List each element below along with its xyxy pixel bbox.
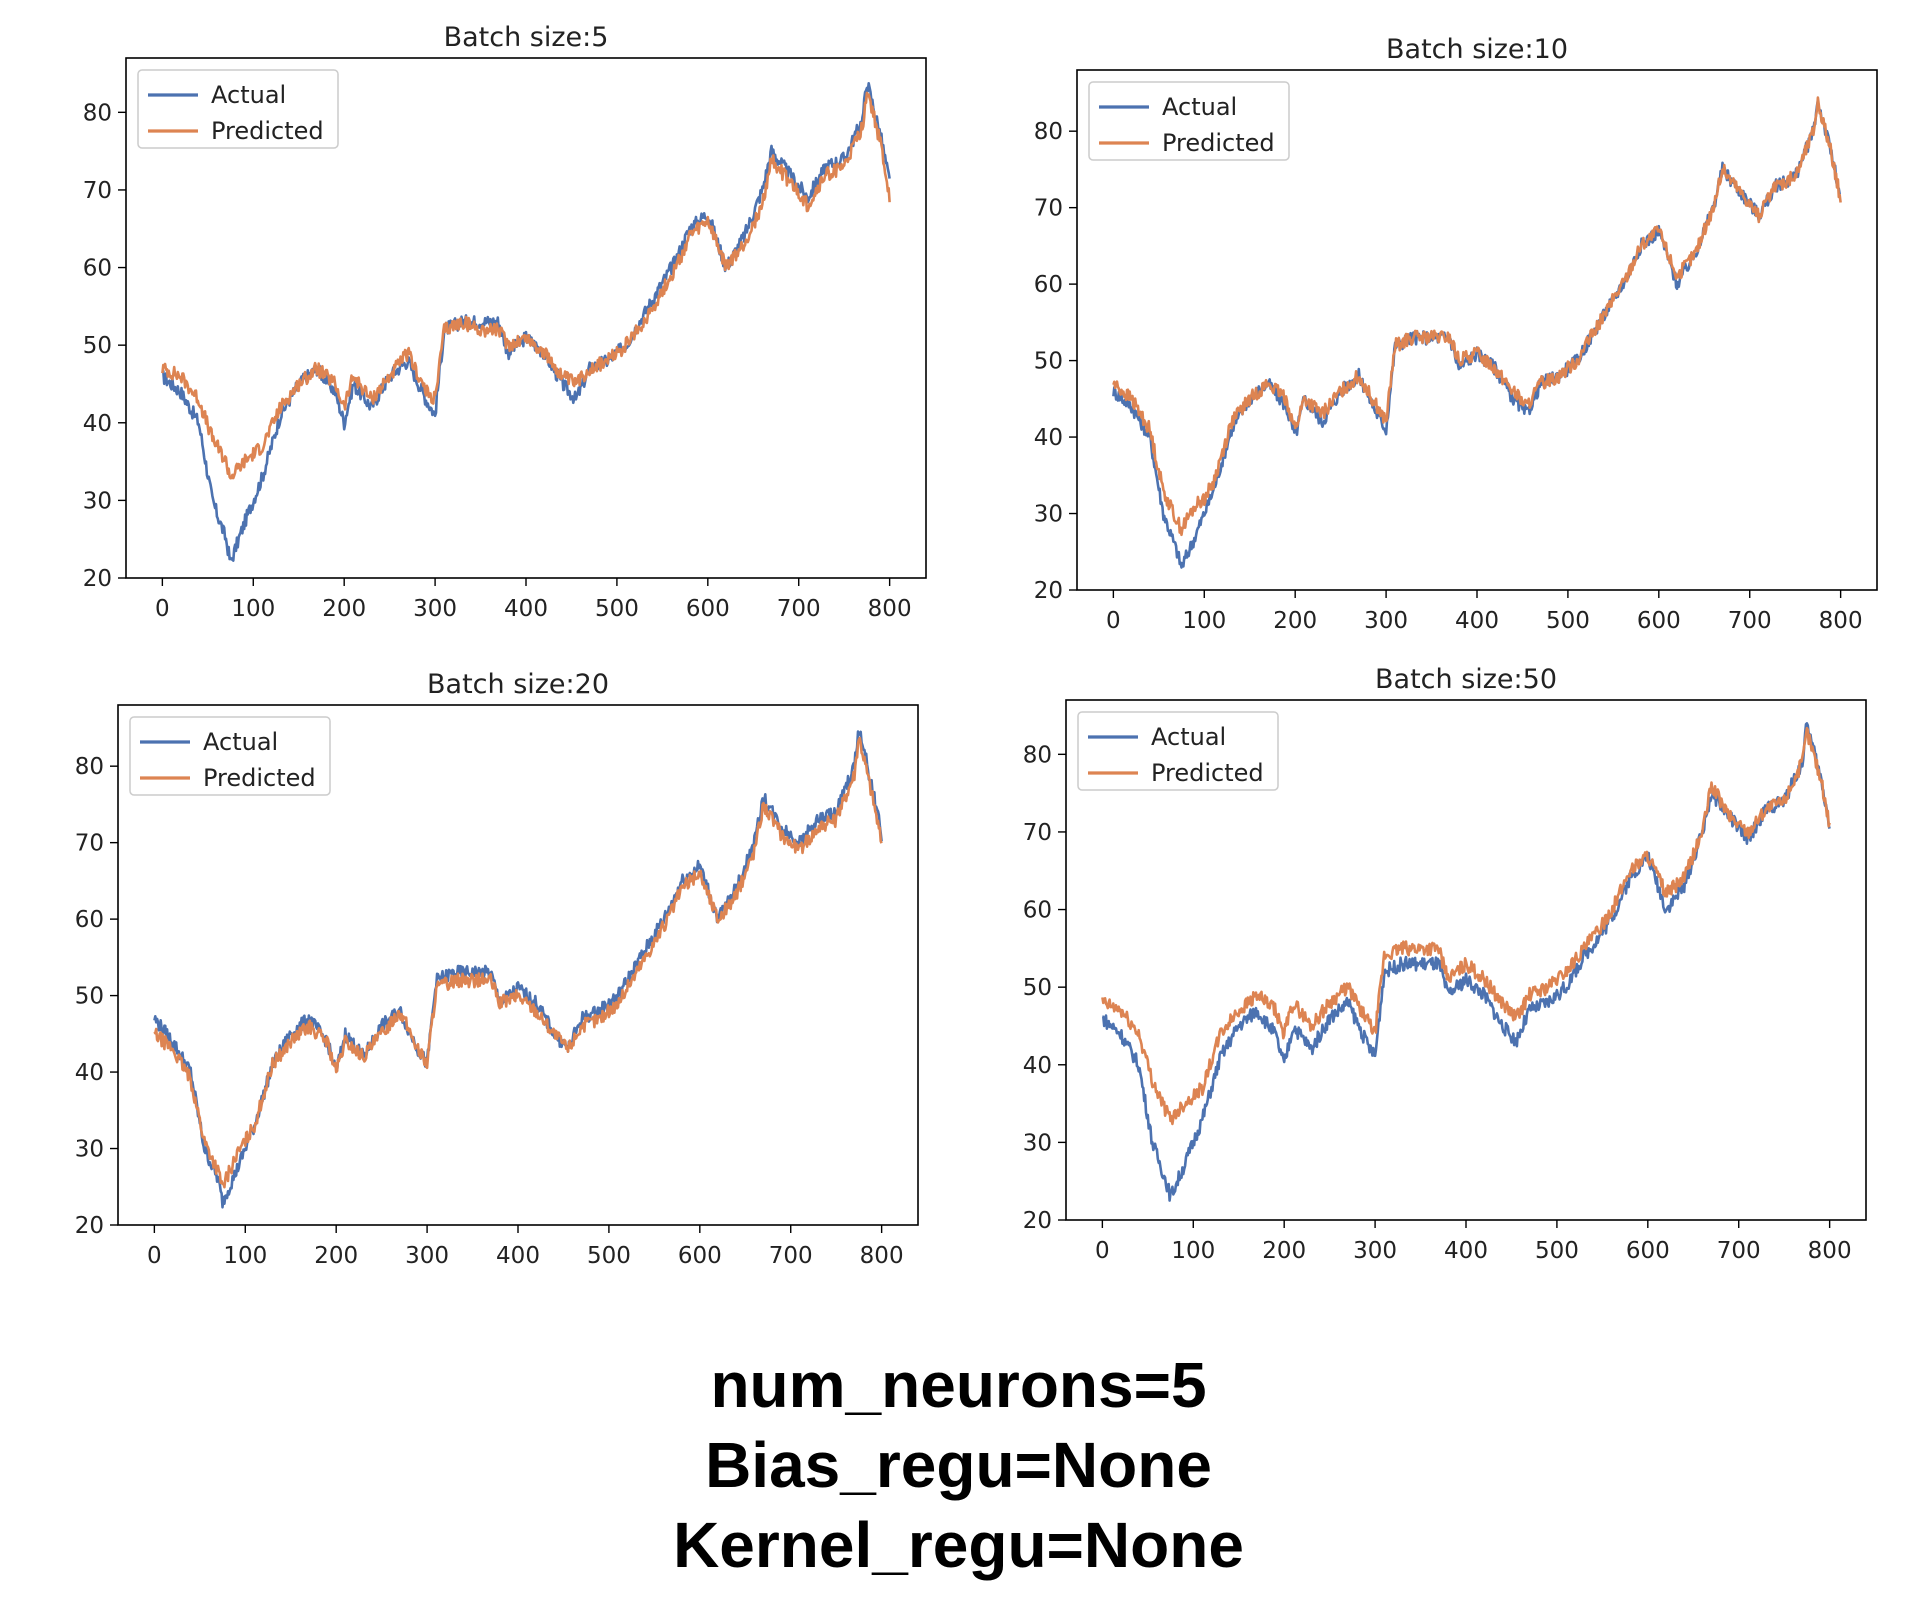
y-tick-label: 30 (1034, 502, 1063, 528)
y-tick-label: 30 (75, 1137, 104, 1163)
x-tick-label: 500 (1546, 608, 1590, 634)
y-tick-label: 60 (75, 907, 104, 933)
x-tick-label: 800 (1819, 608, 1863, 634)
chart-panel-3: Batch size:20 0 100 200 300 400 500 600 700 800 20… (75, 669, 919, 1269)
caption-line-bias: Bias_regu=None (705, 1429, 1212, 1501)
y-tick-label: 60 (1023, 898, 1052, 924)
x-tick-label: 200 (1273, 608, 1317, 634)
y-tick-label: 20 (83, 566, 112, 592)
y-tick-label: 70 (83, 178, 112, 204)
x-tick-label: 600 (678, 1243, 722, 1269)
x-tick-label: 500 (1535, 1238, 1579, 1264)
chart-title: Batch size:20 (427, 669, 609, 700)
x-tick-label: 600 (1637, 608, 1681, 634)
x-tick-label: 200 (1262, 1238, 1306, 1264)
x-tick-label: 100 (231, 596, 275, 622)
y-tick-label: 40 (1034, 425, 1063, 451)
x-tick-label: 300 (1364, 608, 1408, 634)
legend-box (1088, 81, 1290, 161)
chart-panel-2: Batch size:10 0 100 200 300 400 500 600 700 800 20… (1034, 34, 1878, 634)
x-tick-label: 800 (1808, 1238, 1852, 1264)
x-tick-label: 100 (1182, 608, 1226, 634)
y-tick-label: 50 (1034, 349, 1063, 375)
y-tick-label: 50 (83, 333, 112, 359)
chart-title: Batch size:5 (444, 22, 609, 53)
caption: num_neurons=5 Bias_regu=None Kernel_regu… (0, 1345, 1917, 1585)
x-tick-label: 400 (1444, 1238, 1488, 1264)
legend-label-actual: Actual (1162, 93, 1237, 121)
x-tick-label: 400 (496, 1243, 540, 1269)
x-tick-label: 700 (1728, 608, 1772, 634)
x-tick-label: 800 (868, 596, 912, 622)
legend-label-predicted: Predicted (211, 117, 324, 145)
y-tick-label: 40 (1023, 1053, 1052, 1079)
chart-panel-1: Batch size:5 0 100 200 300 400 500 600 700 800 20 3… (83, 22, 927, 622)
legend-label-predicted: Predicted (1151, 759, 1264, 787)
y-tick-label: 30 (1023, 1130, 1052, 1156)
x-tick-label: 300 (405, 1243, 449, 1269)
series-line-predicted (153, 736, 883, 1189)
charts-area: Batch size:50 100 200 300 400 500 600 700 800203… (75, 22, 1878, 1269)
y-tick-label: 60 (1034, 272, 1063, 298)
chart-title: Batch size:10 (1386, 34, 1568, 65)
x-tick-label: 400 (504, 596, 548, 622)
series-line-predicted (161, 91, 891, 480)
x-tick-label: 0 (155, 596, 170, 622)
chart-title: Batch size:50 (1375, 664, 1557, 695)
y-tick-label: 80 (83, 100, 112, 126)
legend-box (129, 716, 331, 796)
caption-line-neurons: num_neurons=5 (710, 1349, 1207, 1421)
x-tick-label: 600 (686, 596, 730, 622)
series-line-actual (161, 82, 891, 563)
y-tick-label: 80 (1034, 119, 1063, 145)
y-tick-label: 70 (75, 831, 104, 857)
legend-box (1077, 711, 1279, 791)
x-tick-label: 500 (595, 596, 639, 622)
legend-box (137, 69, 339, 149)
y-tick-label: 40 (75, 1060, 104, 1086)
y-tick-label: 30 (83, 488, 112, 514)
y-tick-label: 70 (1034, 196, 1063, 222)
y-tick-label: 50 (1023, 975, 1052, 1001)
legend-label-actual: Actual (1151, 723, 1226, 751)
x-tick-label: 300 (413, 596, 457, 622)
y-tick-label: 20 (75, 1213, 104, 1239)
y-tick-label: 20 (1034, 578, 1063, 604)
x-tick-label: 100 (1171, 1238, 1215, 1264)
x-tick-label: 200 (322, 596, 366, 622)
x-tick-label: 600 (1626, 1238, 1670, 1264)
x-tick-label: 400 (1455, 608, 1499, 634)
y-tick-label: 80 (75, 754, 104, 780)
y-tick-label: 80 (1023, 742, 1052, 768)
y-tick-label: 60 (83, 256, 112, 282)
x-tick-label: 0 (1106, 608, 1121, 634)
y-tick-label: 20 (1023, 1208, 1052, 1234)
series-line-predicted (1101, 726, 1831, 1126)
y-tick-label: 50 (75, 984, 104, 1010)
series-line-predicted (1112, 96, 1842, 537)
x-tick-label: 300 (1353, 1238, 1397, 1264)
x-tick-label: 800 (860, 1243, 904, 1269)
y-tick-label: 40 (83, 411, 112, 437)
x-tick-label: 500 (587, 1243, 631, 1269)
x-tick-label: 700 (777, 596, 821, 622)
x-tick-label: 0 (147, 1243, 162, 1269)
legend-label-actual: Actual (211, 81, 286, 109)
x-tick-label: 700 (769, 1243, 813, 1269)
chart-panel-4: Batch size:50 0 100 200 300 400 500 600 700 800 20… (1023, 664, 1867, 1264)
x-tick-label: 100 (223, 1243, 267, 1269)
legend-label-actual: Actual (203, 728, 278, 756)
y-tick-label: 70 (1023, 820, 1052, 846)
x-tick-label: 700 (1717, 1238, 1761, 1264)
x-tick-label: 0 (1095, 1238, 1110, 1264)
caption-line-kernel: Kernel_regu=None (673, 1509, 1244, 1581)
legend-label-predicted: Predicted (1162, 129, 1275, 157)
x-tick-label: 200 (314, 1243, 358, 1269)
legend-label-predicted: Predicted (203, 764, 316, 792)
